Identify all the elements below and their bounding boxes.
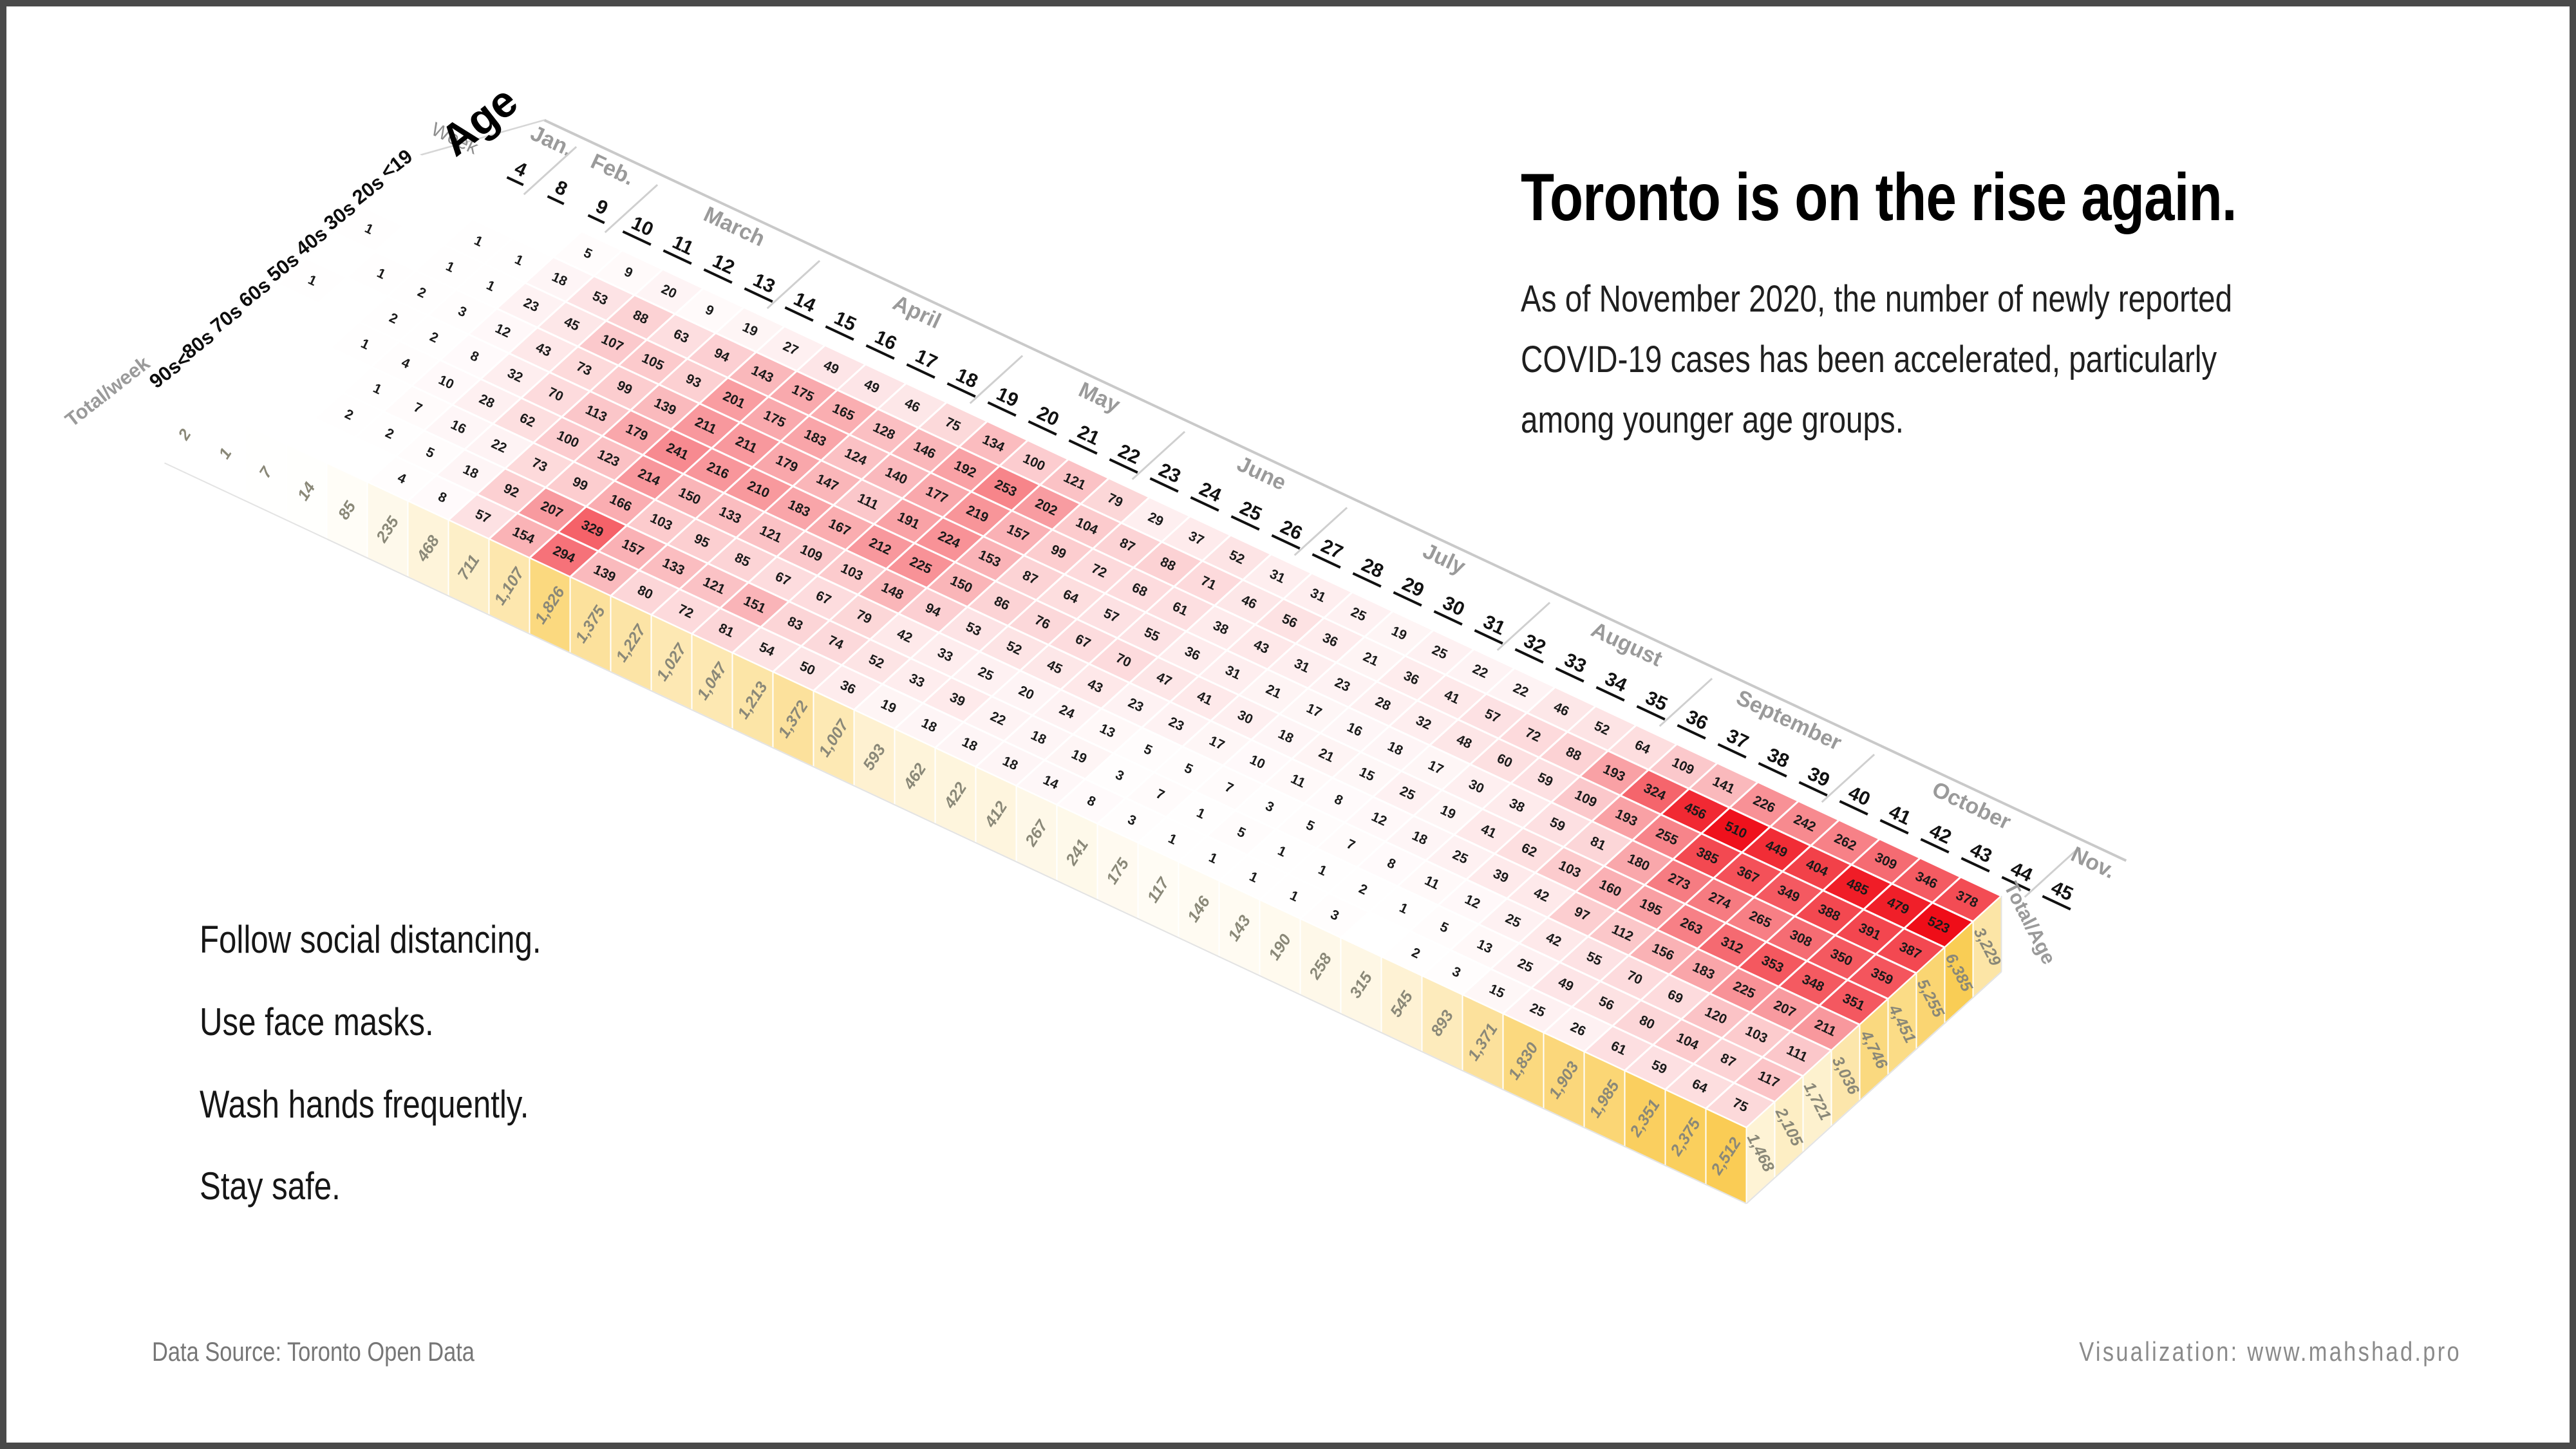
- grid-line: [825, 325, 854, 341]
- grid-line: [1636, 705, 1666, 721]
- age-axis-title: Age: [431, 76, 527, 165]
- grid-line: [604, 183, 659, 234]
- grid-line: [663, 249, 692, 265]
- grid-line: [1798, 781, 1828, 797]
- grid-line: [622, 230, 652, 246]
- grid-line: [1293, 507, 1348, 556]
- grid-line: [1920, 837, 1950, 854]
- total-week-label: Total/week: [61, 351, 154, 431]
- month-label: Nov.: [2067, 842, 2120, 884]
- grid-line: [1879, 819, 1909, 835]
- grid-line: [906, 363, 935, 379]
- grid-line: [1514, 648, 1544, 664]
- grid-line: [1659, 677, 1713, 727]
- grid-line: [766, 259, 821, 310]
- grid-line: [1068, 439, 1098, 455]
- grid-line: [1271, 534, 1301, 550]
- week-header: 8: [552, 176, 570, 200]
- subtitle: As of November 2020, the number of newly…: [1521, 269, 2232, 451]
- grid-line: [547, 195, 565, 205]
- week-header: 9: [592, 196, 611, 220]
- grid-line: [744, 287, 773, 303]
- month-label: June: [1234, 451, 1290, 495]
- grid-line: [1131, 431, 1186, 480]
- grid-line: [506, 176, 524, 187]
- grid-line: [784, 306, 814, 322]
- grid-line: [164, 462, 1747, 1204]
- grid-line: [2024, 848, 2078, 898]
- subtitle-line: As of November 2020, the number of newly…: [1521, 278, 2233, 320]
- grid-line: [1433, 610, 1463, 626]
- grid-line: [587, 214, 605, 225]
- week-header: 4: [511, 158, 530, 182]
- visualization-credit: Visualization: www.mahshad.pro: [2079, 1336, 2461, 1367]
- grid-line: [543, 118, 2127, 862]
- grid-line: [1352, 572, 1382, 588]
- grid-line: [1960, 857, 1990, 873]
- subtitle-line: COVID-19 cases has been accelerated, par…: [1521, 338, 2217, 380]
- grid-line: [946, 382, 976, 398]
- grid-line: [1109, 458, 1138, 474]
- grid-line: [1230, 515, 1260, 531]
- month-label: July: [1419, 539, 1469, 579]
- grid-line: [1312, 553, 1341, 569]
- grid-line: [987, 401, 1017, 417]
- grid-line: [1555, 667, 1584, 683]
- advice-line: Follow social distancing.: [200, 918, 541, 961]
- grid-line: [1745, 971, 2002, 1204]
- grid-line: [1149, 477, 1179, 493]
- month-label: Feb.: [587, 149, 638, 191]
- grid-line: [1677, 724, 1706, 740]
- advice-line: Use face masks.: [200, 1000, 434, 1043]
- grid-line: [419, 119, 545, 156]
- grid-line: [523, 145, 578, 196]
- data-source: Data Source: Toronto Open Data: [152, 1336, 475, 1367]
- grid-line: [1496, 601, 1551, 651]
- grid-line: [969, 355, 1024, 404]
- advice-line: Stay safe.: [200, 1164, 341, 1208]
- grid-line: [1717, 743, 1747, 759]
- heatmap-canvas: Jan.Feb.MarchAprilMayJuneJulyAugustSepte…: [61, 76, 2127, 1204]
- grid-line: [1190, 496, 1219, 512]
- page-title: Toronto is on the rise again.: [1521, 160, 2237, 235]
- grid-line: [1758, 762, 1787, 778]
- grid-line: [2042, 895, 2071, 911]
- month-label: May: [1075, 377, 1123, 418]
- grid-line: [1821, 753, 1876, 803]
- age-total-cell: [1745, 1101, 1776, 1204]
- grid-line: [1393, 591, 1422, 607]
- month-label: Jan.: [527, 121, 577, 162]
- subtitle-line: among younger age groups.: [1521, 398, 1904, 441]
- grid-line: [1595, 686, 1625, 702]
- grid-line: [1474, 629, 1503, 645]
- grid-line: [865, 344, 895, 360]
- advice-text: Follow social distancing. Use face masks…: [200, 899, 541, 1228]
- grid-line: [1839, 799, 1868, 816]
- month-label: April: [889, 290, 945, 333]
- advice-line: Wash hands frequently.: [200, 1082, 529, 1126]
- heatmap: Jan. Feb. March April May June July August Septe…: [6, 6, 2570, 1443]
- grid-line: [703, 268, 733, 284]
- grid-line: [2001, 875, 2031, 892]
- grid-line: [1028, 420, 1057, 436]
